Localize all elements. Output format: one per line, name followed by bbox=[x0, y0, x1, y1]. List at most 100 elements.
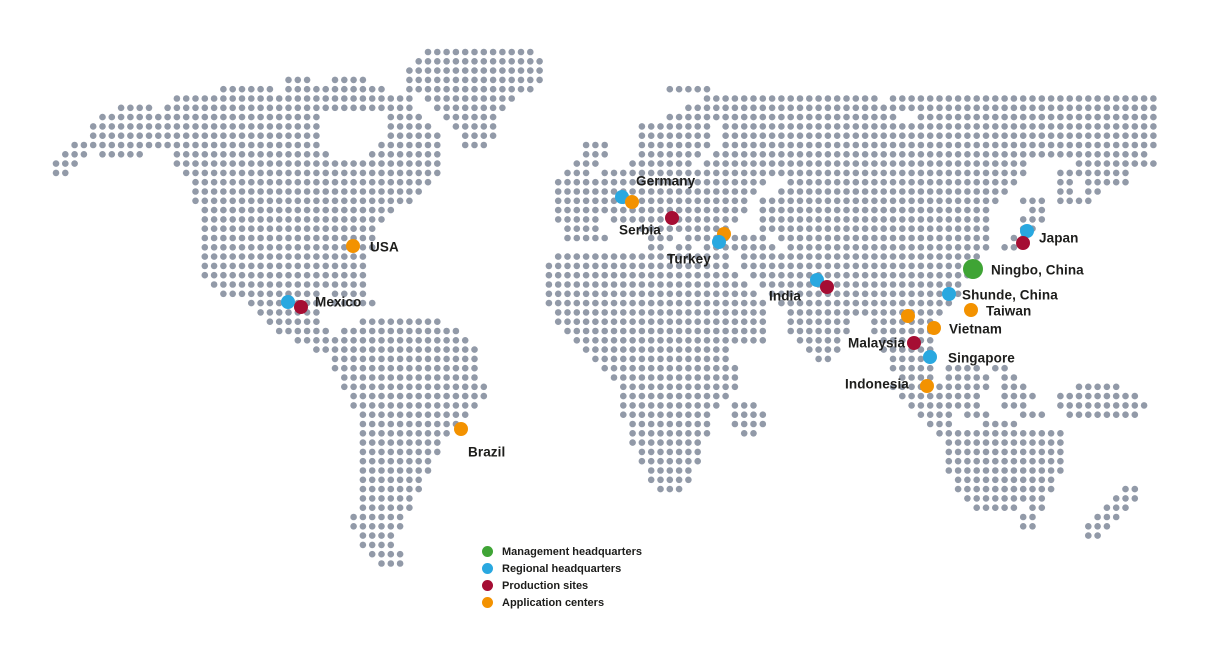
land-dot bbox=[982, 188, 990, 195]
land-dot bbox=[982, 504, 990, 512]
land-dot bbox=[350, 337, 357, 344]
land-dot bbox=[1057, 95, 1064, 102]
land-dot bbox=[806, 95, 813, 102]
land-dot bbox=[647, 467, 655, 474]
land-dot bbox=[434, 374, 441, 381]
land-dot bbox=[1001, 504, 1008, 512]
land-dot bbox=[796, 178, 804, 186]
land-dot bbox=[871, 271, 878, 279]
land-dot bbox=[341, 95, 348, 102]
land-dot bbox=[1038, 476, 1046, 484]
land-dot bbox=[861, 188, 869, 195]
land-dot bbox=[694, 234, 701, 242]
land-dot bbox=[396, 457, 404, 465]
land-dot bbox=[982, 178, 990, 186]
land-dot bbox=[964, 253, 971, 260]
land-dot bbox=[499, 58, 506, 65]
land-dot bbox=[954, 430, 962, 437]
land-dot bbox=[406, 420, 413, 428]
land-dot bbox=[926, 281, 934, 288]
land-dot bbox=[378, 374, 385, 381]
land-dot bbox=[871, 327, 878, 335]
land-dot bbox=[852, 160, 860, 167]
land-dot bbox=[703, 141, 711, 149]
land-dot bbox=[768, 262, 776, 270]
land-dot bbox=[1029, 411, 1036, 419]
land-dot bbox=[601, 178, 608, 186]
land-dot bbox=[843, 290, 850, 298]
land-dot bbox=[657, 123, 664, 130]
land-dot bbox=[396, 485, 404, 493]
land-dot bbox=[1112, 402, 1120, 409]
land-dot bbox=[350, 206, 357, 214]
land-dot bbox=[806, 253, 813, 260]
land-dot bbox=[238, 225, 246, 232]
marker-label-singapore: Singapore bbox=[948, 350, 1015, 366]
land-dot bbox=[852, 151, 860, 158]
land-dot bbox=[275, 95, 283, 102]
land-dot bbox=[1047, 132, 1055, 139]
land-dot bbox=[1001, 495, 1008, 502]
land-dot bbox=[647, 337, 655, 344]
land-dot bbox=[926, 206, 934, 214]
land-dot bbox=[294, 206, 302, 214]
legend-item-production-sites: Production sites bbox=[482, 580, 642, 592]
land-dot bbox=[675, 113, 683, 121]
land-dot bbox=[992, 123, 999, 130]
land-dot bbox=[964, 244, 971, 251]
land-dot bbox=[275, 216, 283, 223]
land-dot bbox=[936, 402, 943, 409]
legend-label-management-headquarters: Management headquarters bbox=[502, 545, 642, 558]
land-dot bbox=[387, 420, 395, 428]
land-dot bbox=[368, 244, 376, 251]
land-dot bbox=[443, 430, 450, 437]
land-dot bbox=[657, 476, 664, 484]
land-dot bbox=[871, 178, 878, 186]
land-dot bbox=[703, 253, 711, 260]
land-dot bbox=[71, 151, 78, 158]
land-dot bbox=[731, 374, 739, 381]
land-dot bbox=[1122, 485, 1129, 493]
land-dot bbox=[638, 262, 646, 270]
land-dot bbox=[1029, 476, 1036, 484]
land-dot bbox=[861, 132, 869, 139]
land-dot bbox=[647, 123, 655, 130]
land-dot bbox=[685, 309, 692, 316]
land-dot bbox=[768, 104, 776, 112]
land-dot bbox=[657, 299, 664, 307]
land-dot bbox=[778, 271, 785, 279]
land-dot bbox=[471, 355, 478, 363]
land-dot bbox=[489, 95, 497, 102]
land-dot bbox=[852, 253, 860, 260]
land-dot bbox=[675, 225, 683, 232]
land-dot bbox=[182, 95, 190, 102]
land-dot bbox=[778, 299, 785, 307]
land-dot bbox=[285, 178, 292, 186]
land-dot bbox=[852, 178, 860, 186]
land-dot bbox=[396, 123, 404, 130]
land-dot bbox=[657, 374, 664, 381]
marker-label-shunde-china: Shunde, China bbox=[962, 287, 1058, 303]
land-dot bbox=[582, 337, 590, 344]
land-dot bbox=[387, 541, 395, 549]
land-dot bbox=[387, 374, 395, 381]
land-dot bbox=[722, 299, 729, 307]
land-dot bbox=[833, 216, 841, 223]
land-dot bbox=[685, 160, 692, 167]
land-dot bbox=[685, 355, 692, 363]
land-dot bbox=[778, 160, 785, 167]
land-dot bbox=[1010, 95, 1018, 102]
land-dot bbox=[945, 457, 953, 465]
land-dot bbox=[1010, 104, 1018, 112]
land-dot bbox=[759, 309, 767, 316]
land-dot bbox=[731, 290, 739, 298]
land-dot bbox=[434, 48, 441, 56]
land-dot bbox=[685, 476, 692, 484]
land-dot bbox=[350, 178, 357, 186]
land-dot bbox=[945, 411, 953, 419]
land-dot bbox=[238, 290, 246, 298]
land-dot bbox=[331, 271, 339, 279]
land-dot bbox=[666, 476, 674, 484]
land-dot bbox=[768, 113, 776, 121]
land-dot bbox=[387, 355, 395, 363]
